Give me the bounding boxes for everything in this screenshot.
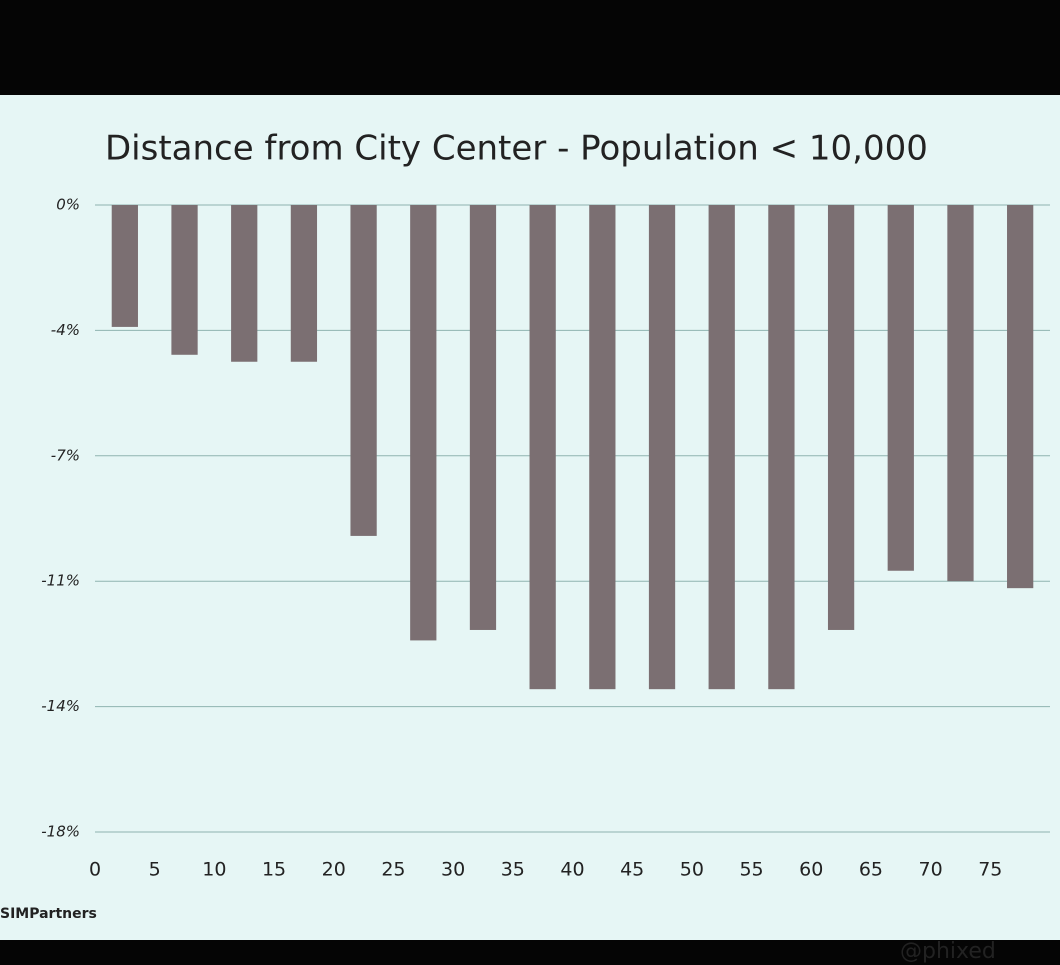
- bar: [529, 205, 556, 690]
- x-tick-label: 55: [739, 859, 763, 881]
- x-tick-label: 40: [560, 859, 584, 881]
- bar: [708, 205, 735, 690]
- x-tick-label: 35: [501, 859, 525, 881]
- bar: [290, 205, 318, 362]
- x-tick-label: 0: [89, 859, 101, 881]
- x-tick-label: 15: [262, 859, 286, 881]
- y-tick-label: -7%: [51, 446, 80, 464]
- logo: SIMPartners: [0, 906, 97, 922]
- bar: [231, 205, 258, 362]
- x-tick-label: 20: [322, 859, 346, 881]
- bar: [171, 205, 198, 355]
- chart-title: Distance from City Center - Population <…: [105, 129, 928, 169]
- bar: [827, 205, 855, 630]
- x-tick-label: 45: [620, 859, 644, 881]
- bar: [1007, 205, 1034, 589]
- bar: [410, 205, 437, 641]
- bar: [887, 205, 914, 571]
- x-tick-label: 75: [978, 859, 1002, 881]
- x-tick-label: 25: [381, 859, 405, 881]
- y-tick-label: -4%: [51, 321, 80, 339]
- bar: [947, 205, 974, 582]
- bar: [648, 205, 676, 690]
- x-tick-label: 10: [202, 859, 226, 881]
- y-tick-label: -18%: [41, 823, 80, 841]
- bar: [589, 205, 616, 690]
- x-tick-label: 70: [919, 859, 943, 881]
- credit: @phixed: [900, 939, 996, 964]
- y-tick-label: -14%: [41, 697, 80, 715]
- x-tick-label: 50: [680, 859, 704, 881]
- bar: [350, 205, 377, 536]
- x-tick-label: 65: [859, 859, 883, 881]
- bar: [768, 205, 795, 690]
- x-tick-label: 60: [799, 859, 823, 881]
- x-tick-label: 5: [149, 859, 161, 881]
- bar: [111, 205, 138, 327]
- y-tick-label: 0%: [56, 196, 80, 214]
- x-tick-label: 30: [441, 859, 465, 881]
- y-tick-label: -11%: [41, 572, 80, 590]
- bar: [469, 205, 497, 630]
